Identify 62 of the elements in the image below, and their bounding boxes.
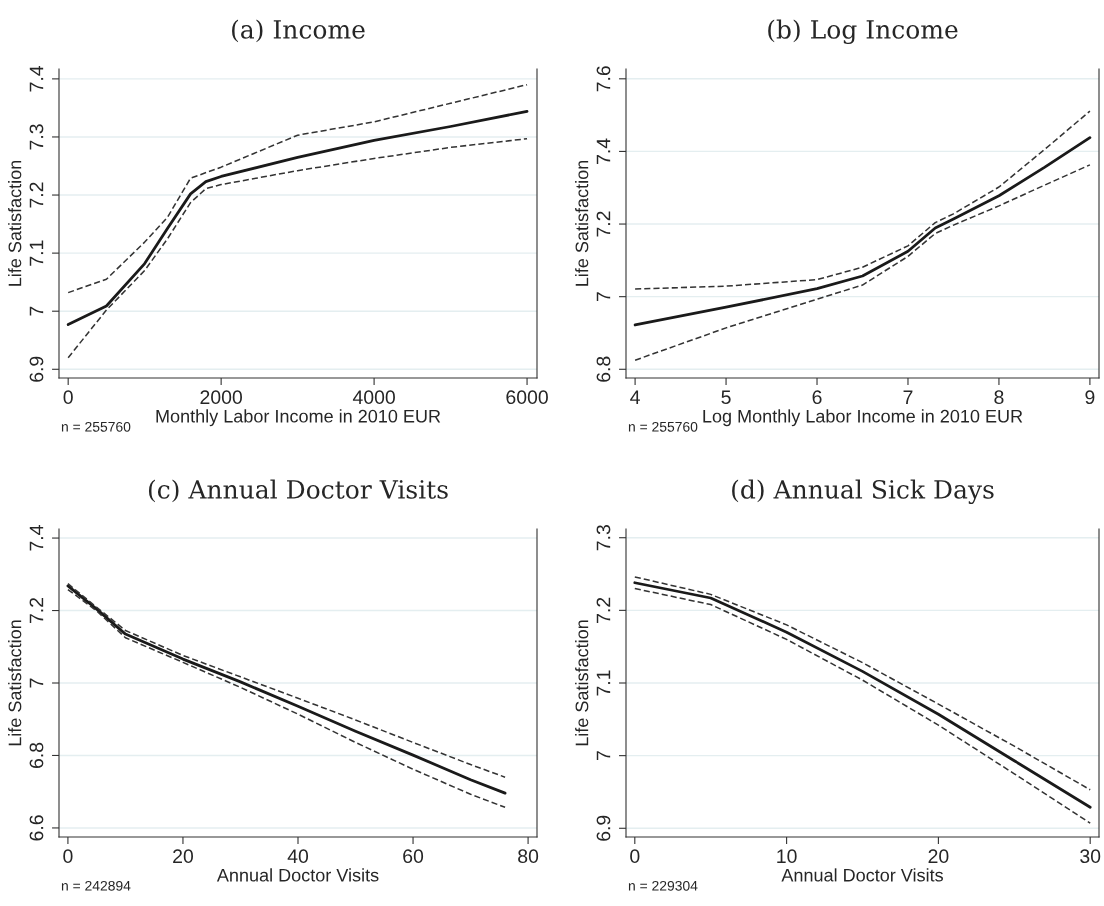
y-tick-label: 7.2	[29, 182, 44, 208]
x-tick-label: 6000	[506, 390, 548, 405]
x-tick-label: 0	[63, 849, 73, 864]
y-tick-label: 7.2	[596, 211, 611, 237]
x-tick-label: 30	[1080, 849, 1101, 864]
text: n = 255760	[61, 421, 131, 432]
y-tick-label: 7.4	[29, 525, 44, 551]
x-tick-label: 60	[403, 849, 424, 864]
line-series	[633, 136, 1092, 327]
x-tick-label: 4000	[352, 390, 395, 405]
x-tick-label: 2000	[200, 390, 243, 405]
x-tick-label: 7	[903, 390, 913, 404]
x-tick-label: 6	[812, 390, 822, 405]
line-series	[634, 110, 1091, 290]
y-axis-title: Life Satisfaction	[8, 160, 22, 286]
y-tick-label: 7.2	[596, 597, 611, 623]
text: n = 255760	[628, 421, 698, 432]
x-tick-label: 0	[63, 390, 73, 405]
line-series	[67, 137, 528, 359]
x-tick-label: 20	[928, 849, 949, 864]
y-tick-label: 7.3	[596, 525, 611, 551]
line-series	[66, 110, 529, 326]
text: n = 242894	[61, 880, 131, 891]
x-tick-label: 8	[994, 390, 1004, 405]
chart-title: (d) Annual Sick Days	[732, 479, 994, 504]
y-tick-label: 7	[29, 306, 44, 316]
x-tick-label: 4	[630, 390, 640, 404]
y-tick-label: 7.4	[29, 65, 44, 92]
x-tick-label: 9	[1085, 390, 1095, 405]
x-tick-label: 0	[630, 849, 640, 864]
y-tick-label: 7.4	[596, 138, 611, 164]
x-axis-title: Monthly Labor Income in 2010 EUR	[156, 409, 441, 427]
y-tick-label: 7.3	[29, 124, 44, 150]
x-tick-label: 10	[777, 849, 797, 864]
x-tick-label: 20	[173, 849, 194, 864]
y-tick-label: 7	[596, 751, 611, 761]
chart-title: (b) Log Income	[768, 19, 958, 44]
y-tick-label: 6.9	[29, 356, 44, 382]
y-tick-label: 6.9	[596, 815, 611, 841]
x-axis-title: Log Monthly Labor Income in 2010 EUR	[703, 409, 1023, 427]
x-tick-label: 40	[287, 849, 309, 864]
y-tick-label: 7.1	[596, 670, 611, 696]
x-tick-label: 80	[518, 849, 539, 864]
y-tick-label: 7	[596, 292, 611, 302]
line-series	[67, 83, 528, 294]
x-axis-title: Annual Doctor Visits	[781, 868, 943, 882]
chart-title: (a) Income	[232, 19, 365, 43]
line-series	[634, 164, 1091, 361]
y-tick-label: 7	[29, 678, 44, 688]
y-tick-label: 6.8	[596, 356, 611, 382]
y-axis-title: Life Satisfaction	[575, 620, 589, 746]
y-tick-label: 7.2	[29, 597, 44, 624]
text: n = 229304	[628, 880, 698, 891]
y-axis-title: Life Satisfaction	[575, 160, 589, 286]
y-tick-label: 7.6	[596, 66, 611, 92]
y-tick-label: 7.1	[29, 240, 44, 266]
y-axis-title: Life Satisfaction	[8, 620, 22, 746]
x-tick-label: 5	[721, 390, 731, 405]
y-tick-label: 6.8	[29, 742, 44, 768]
x-axis-title: Annual Doctor Visits	[216, 868, 379, 882]
y-tick-label: 6.6	[29, 815, 44, 841]
chart-title: (c) Annual Doctor Visits	[148, 479, 448, 503]
